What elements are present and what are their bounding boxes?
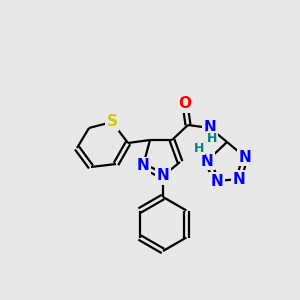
- Text: N: N: [238, 149, 251, 164]
- Text: N: N: [211, 173, 224, 188]
- Text: H: H: [207, 131, 217, 145]
- Text: H: H: [194, 142, 204, 154]
- Text: N: N: [157, 169, 169, 184]
- Text: N: N: [201, 154, 213, 169]
- Text: N: N: [204, 121, 216, 136]
- Text: N: N: [136, 158, 149, 173]
- Text: O: O: [178, 97, 191, 112]
- Text: N: N: [232, 172, 245, 187]
- Text: S: S: [106, 115, 118, 130]
